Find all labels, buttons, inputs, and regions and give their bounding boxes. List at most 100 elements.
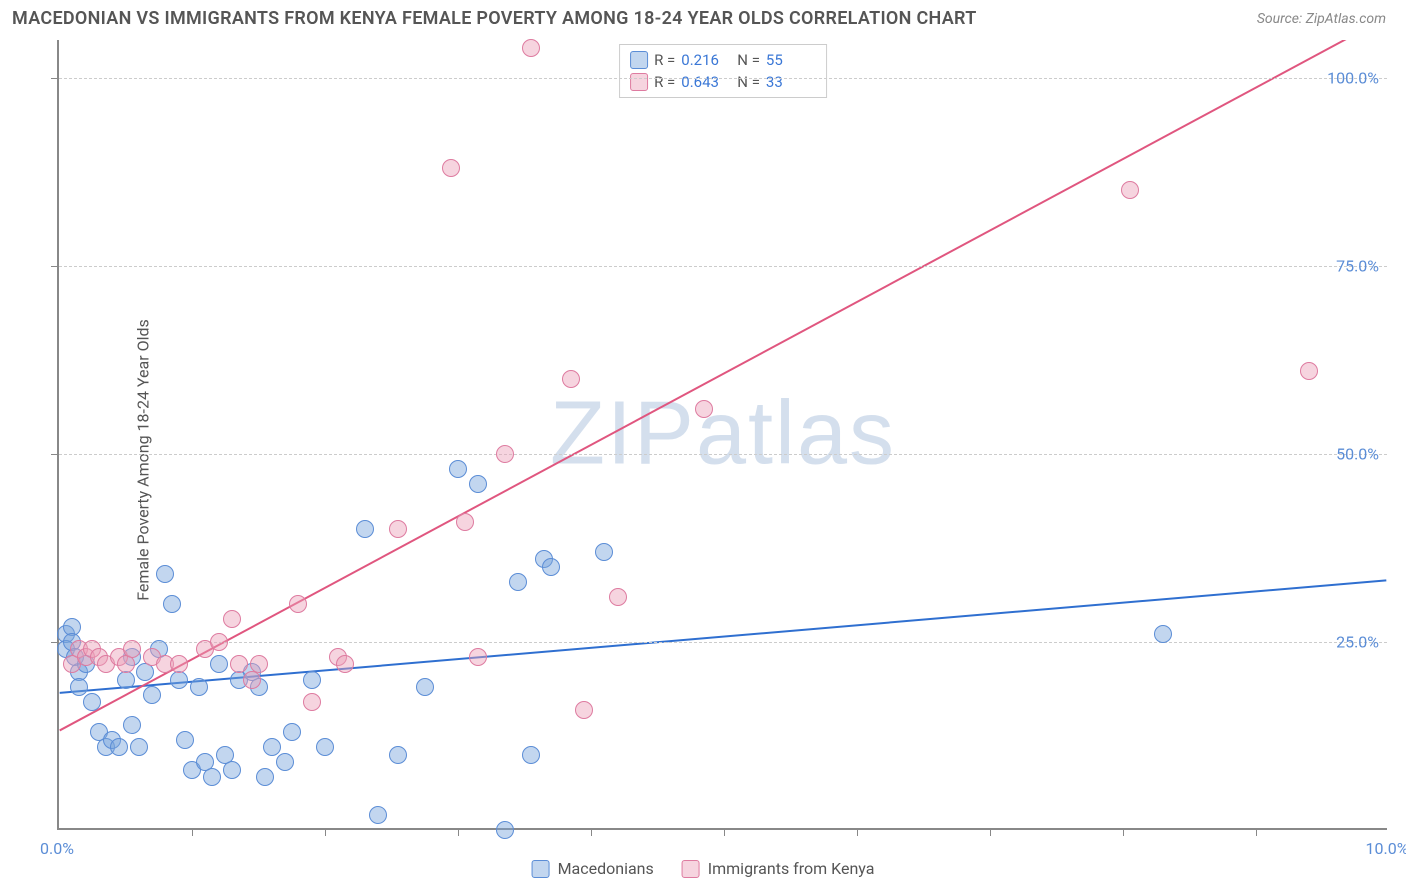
- x-tick: [990, 828, 991, 836]
- data-point: [496, 445, 514, 463]
- x-tick: [325, 828, 326, 836]
- data-point: [469, 648, 487, 666]
- y-tick-label: 75.0%: [1336, 256, 1379, 275]
- gridline: [59, 78, 1387, 79]
- data-point: [609, 588, 627, 606]
- r-label: R =: [654, 71, 675, 93]
- data-point: [110, 738, 128, 756]
- data-point: [250, 655, 268, 673]
- y-tick: [51, 454, 59, 455]
- x-tick: [1256, 828, 1257, 836]
- data-point: [156, 565, 174, 583]
- legend-item: Macedonians: [532, 859, 654, 878]
- x-tick: [192, 828, 193, 836]
- gridline: [59, 266, 1387, 267]
- data-point: [163, 595, 181, 613]
- trend-lines-layer: [59, 40, 1387, 828]
- data-point: [210, 655, 228, 673]
- r-value: 0.216: [681, 49, 731, 71]
- x-tick-label: 0.0%: [40, 839, 74, 858]
- x-tick: [591, 828, 592, 836]
- data-point: [230, 655, 248, 673]
- data-point: [522, 746, 540, 764]
- data-point: [223, 761, 241, 779]
- data-point: [176, 731, 194, 749]
- data-point: [190, 678, 208, 696]
- data-point: [542, 558, 560, 576]
- data-point: [256, 768, 274, 786]
- data-point: [369, 806, 387, 824]
- data-point: [522, 39, 540, 57]
- stats-row: R = 0.216 N = 55: [630, 49, 816, 71]
- data-point: [210, 633, 228, 651]
- y-tick: [51, 78, 59, 79]
- legend-swatch: [630, 73, 648, 91]
- x-tick: [458, 828, 459, 836]
- n-label: N =: [737, 71, 760, 93]
- x-tick-label: 10.0%: [1366, 839, 1406, 858]
- data-point: [203, 768, 221, 786]
- data-point: [595, 543, 613, 561]
- stats-legend: R = 0.216 N = 55 R = 0.643 N = 33: [619, 44, 827, 98]
- source-attribution: Source: ZipAtlas.com: [1257, 11, 1386, 27]
- n-label: N =: [737, 49, 760, 71]
- data-point: [449, 460, 467, 478]
- x-tick: [724, 828, 725, 836]
- trend-line: [60, 40, 1387, 730]
- data-point: [283, 723, 301, 741]
- x-tick: [1123, 828, 1124, 836]
- data-point: [83, 693, 101, 711]
- chart-title: MACEDONIAN VS IMMIGRANTS FROM KENYA FEMA…: [12, 8, 977, 29]
- n-value: 55: [766, 49, 816, 71]
- gridline: [59, 642, 1387, 643]
- legend-swatch: [630, 51, 648, 69]
- data-point: [130, 738, 148, 756]
- data-point: [123, 716, 141, 734]
- data-point: [456, 513, 474, 531]
- legend-label: Immigrants from Kenya: [708, 859, 875, 878]
- data-point: [303, 671, 321, 689]
- data-point: [1300, 362, 1318, 380]
- legend-label: Macedonians: [558, 859, 654, 878]
- data-point: [496, 821, 514, 839]
- y-tick-label: 100.0%: [1327, 68, 1379, 87]
- data-point: [416, 678, 434, 696]
- r-value: 0.643: [681, 71, 731, 93]
- legend-swatch: [682, 860, 700, 878]
- data-point: [316, 738, 334, 756]
- data-point: [356, 520, 374, 538]
- data-point: [575, 701, 593, 719]
- data-point: [1121, 181, 1139, 199]
- data-point: [170, 655, 188, 673]
- data-point: [695, 400, 713, 418]
- x-tick: [857, 828, 858, 836]
- stats-row: R = 0.643 N = 33: [630, 71, 816, 93]
- data-point: [289, 595, 307, 613]
- y-tick-label: 25.0%: [1336, 632, 1379, 651]
- legend-item: Immigrants from Kenya: [682, 859, 875, 878]
- data-point: [442, 159, 460, 177]
- scatter-plot: ZIPatlas R = 0.216 N = 55 R = 0.643 N = 33 25.0…: [57, 40, 1387, 830]
- data-point: [276, 753, 294, 771]
- y-tick-label: 50.0%: [1336, 444, 1379, 463]
- data-point: [509, 573, 527, 591]
- y-tick: [51, 266, 59, 267]
- data-point: [469, 475, 487, 493]
- chart-container: Female Poverty Among 18-24 Year Olds ZIP…: [12, 40, 1394, 880]
- data-point: [223, 610, 241, 628]
- r-label: R =: [654, 49, 675, 71]
- data-point: [123, 640, 141, 658]
- data-point: [1154, 625, 1172, 643]
- n-value: 33: [766, 71, 816, 93]
- series-legend: Macedonians Immigrants from Kenya: [532, 859, 875, 878]
- watermark-text: ZIPatlas: [550, 383, 896, 486]
- data-point: [263, 738, 281, 756]
- data-point: [303, 693, 321, 711]
- data-point: [70, 678, 88, 696]
- data-point: [389, 520, 407, 538]
- data-point: [389, 746, 407, 764]
- legend-swatch: [532, 860, 550, 878]
- data-point: [143, 686, 161, 704]
- data-point: [562, 370, 580, 388]
- data-point: [336, 655, 354, 673]
